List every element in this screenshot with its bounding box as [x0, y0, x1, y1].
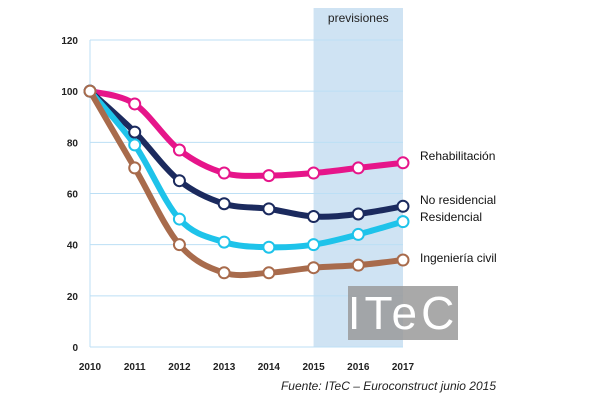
itec-logo: ITeC — [348, 286, 459, 340]
data-point — [217, 266, 231, 280]
data-point — [172, 238, 186, 252]
x-tick-label: 2017 — [392, 362, 415, 373]
data-point — [396, 156, 410, 170]
data-point — [262, 240, 276, 254]
data-point — [307, 210, 321, 224]
data-point — [217, 235, 231, 249]
data-point — [128, 125, 142, 139]
data-point — [396, 199, 410, 213]
x-tick-label: 2016 — [347, 362, 370, 373]
y-tick-label: 40 — [67, 241, 79, 252]
data-point — [217, 197, 231, 211]
data-point — [172, 174, 186, 188]
data-point — [351, 207, 365, 221]
x-axis-ticks: 2010 2011 2012 2013 2014 2015 2016 2017 — [79, 362, 415, 373]
y-tick-label: 80 — [67, 138, 79, 149]
data-point — [128, 161, 142, 175]
data-point — [307, 166, 321, 180]
x-tick-label: 2010 — [79, 362, 102, 373]
data-point — [351, 258, 365, 272]
grid-lines — [90, 39, 403, 297]
y-tick-label: 120 — [61, 36, 78, 47]
data-point — [128, 97, 142, 111]
data-point — [307, 261, 321, 275]
data-point — [351, 161, 365, 175]
data-point — [307, 238, 321, 252]
y-tick-label: 100 — [61, 87, 78, 98]
y-tick-label: 60 — [67, 190, 79, 201]
x-tick-label: 2013 — [213, 362, 236, 373]
y-axis-ticks: 0 20 40 60 80 100 120 — [61, 36, 78, 354]
data-point — [262, 169, 276, 183]
data-point — [396, 253, 410, 267]
forecast-label: previsiones — [328, 11, 389, 25]
data-point — [262, 202, 276, 216]
series-points — [83, 84, 410, 280]
logo-text: ITeC — [348, 287, 459, 339]
data-point — [396, 215, 410, 229]
data-point — [262, 266, 276, 280]
y-tick-label: 20 — [67, 292, 79, 303]
data-point — [217, 166, 231, 180]
series-labels: Rehabilitación No residencial Residencial I… — [420, 149, 497, 265]
x-tick-label: 2015 — [302, 362, 325, 373]
source-note: Fuente: ITeC – Euroconstruct junio 2015 — [281, 379, 496, 393]
y-tick-label: 0 — [72, 343, 78, 354]
series-label: No residencial — [420, 193, 496, 207]
series-label: Rehabilitación — [420, 149, 495, 163]
x-tick-label: 2011 — [124, 362, 146, 373]
data-point — [351, 227, 365, 241]
series-label: Ingeniería civil — [420, 251, 497, 265]
series-label: Residencial — [420, 210, 482, 224]
data-point — [128, 138, 142, 152]
data-point — [172, 143, 186, 157]
data-point — [172, 212, 186, 226]
x-tick-label: 2014 — [258, 362, 281, 373]
logo-box — [348, 286, 458, 340]
x-tick-label: 2012 — [168, 362, 191, 373]
data-point — [83, 84, 97, 98]
